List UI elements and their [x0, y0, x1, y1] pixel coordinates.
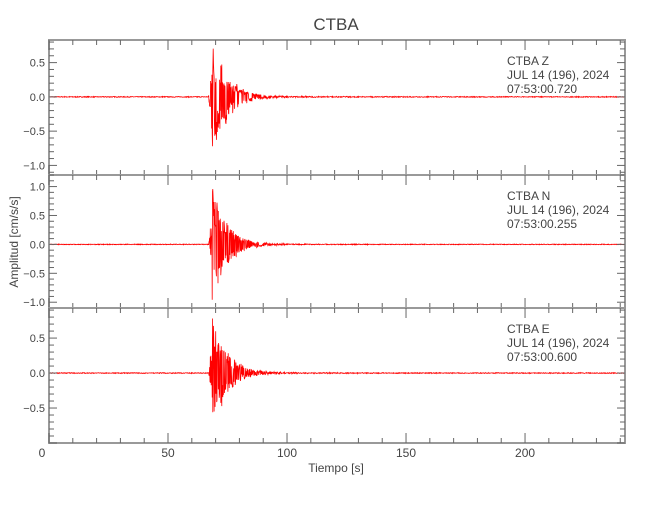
- station-label: CTBA N: [507, 189, 550, 203]
- trace-z: [48, 48, 626, 147]
- station-label: CTBA Z: [507, 54, 549, 68]
- y-tick-label: 0.0: [30, 239, 45, 251]
- trace-n: [48, 189, 626, 300]
- x-tick-label: 0: [39, 446, 46, 460]
- y-tick-label: −0.5: [23, 403, 45, 415]
- x-tick-label: 50: [161, 446, 175, 460]
- x-tick-label: 150: [396, 446, 416, 460]
- chart-title: CTBA: [313, 15, 359, 34]
- y-axis-label: Amplitud [cm/s/s]: [7, 196, 21, 287]
- x-tick-label: 200: [515, 446, 535, 460]
- y-tick-label: 0.5: [30, 210, 45, 222]
- time-label: 07:53:00.255: [507, 217, 577, 231]
- trace-e: [48, 318, 626, 413]
- y-tick-label: −1.0: [23, 160, 45, 172]
- time-label: 07:53:00.600: [507, 350, 577, 364]
- date-label: JUL 14 (196), 2024: [507, 68, 610, 82]
- y-tick-label: −1.0: [23, 297, 45, 309]
- x-axis-label: Tiempo [s]: [308, 461, 364, 475]
- date-label: JUL 14 (196), 2024: [507, 203, 610, 217]
- y-tick-label: 0.0: [30, 92, 45, 104]
- y-tick-label: 0.0: [30, 368, 45, 380]
- date-label: JUL 14 (196), 2024: [507, 336, 610, 350]
- x-tick-label: 100: [277, 446, 297, 460]
- y-tick-label: 0.5: [30, 58, 45, 70]
- panel-frame: [48, 307, 626, 444]
- station-label: CTBA E: [507, 322, 550, 336]
- y-tick-label: 1.0: [30, 182, 45, 194]
- time-label: 07:53:00.720: [507, 82, 577, 96]
- y-tick-label: 0.5: [30, 333, 45, 345]
- y-tick-label: −0.5: [23, 268, 45, 280]
- y-tick-label: −0.5: [23, 126, 45, 138]
